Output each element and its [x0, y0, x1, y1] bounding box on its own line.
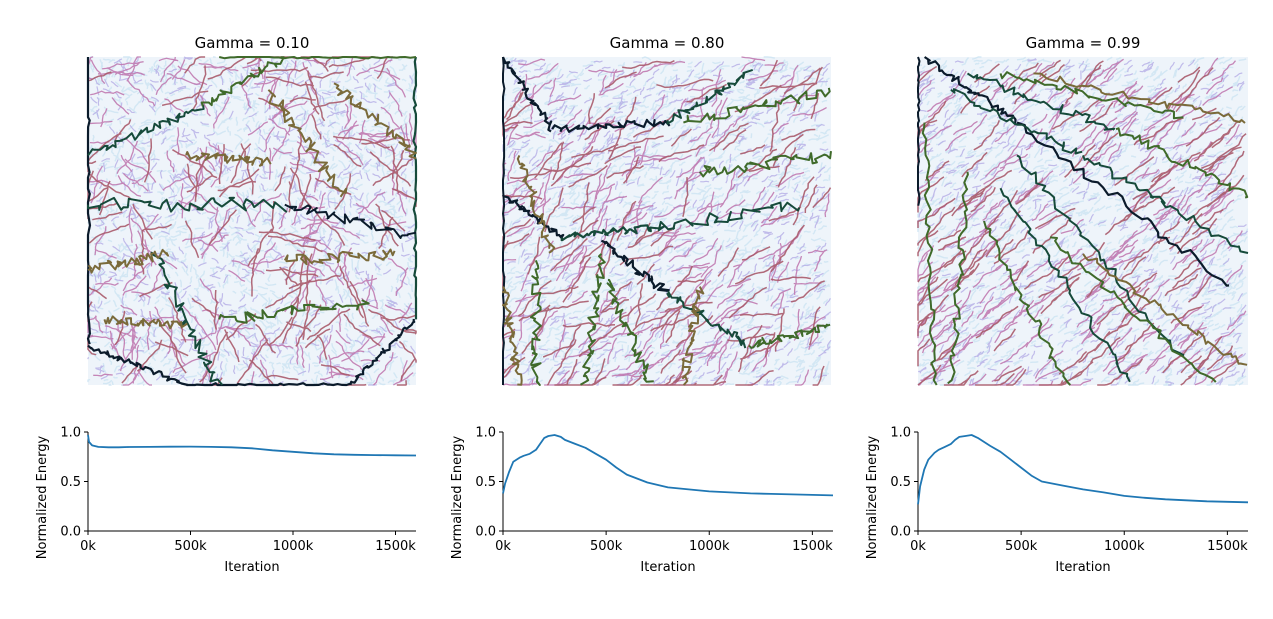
x-axis-label: Iteration — [1055, 560, 1110, 575]
main-river — [950, 88, 1083, 155]
main-river — [87, 196, 288, 213]
y-axis-label: Normalized Energy — [35, 436, 50, 560]
main-river — [1082, 253, 1248, 366]
main-river — [1082, 155, 1249, 254]
outlet-river — [502, 56, 506, 385]
x-tick-label: 1000k — [1104, 539, 1145, 554]
outlet-river — [917, 56, 921, 206]
main-river — [87, 248, 169, 274]
outlet-river — [412, 56, 418, 320]
main-river — [1033, 72, 1246, 124]
river-map-2: Gamma = 0.80 — [501, 34, 832, 386]
main-river — [966, 72, 1116, 131]
y-tick-label: 0.0 — [60, 525, 81, 540]
main-river — [681, 286, 705, 386]
fine-streams — [917, 56, 1249, 386]
main-river — [560, 224, 652, 242]
main-river — [999, 71, 1184, 120]
outlet-river — [87, 344, 189, 387]
x-tick-label: 1000k — [689, 539, 730, 554]
y-tick-label: 0.0 — [890, 525, 911, 540]
medium-streams — [917, 57, 1247, 386]
y-tick-label: 0.5 — [60, 475, 81, 490]
main-river — [1115, 127, 1249, 199]
energy-chart-1: 0.0 0.5 1.0 0k 500k 1000k 1500k Iteration Normal… — [35, 426, 416, 576]
y-tick-label: 0.0 — [475, 525, 496, 540]
x-tick-label: 500k — [1005, 539, 1038, 554]
x-tick-label: 500k — [174, 539, 207, 554]
main-river — [650, 201, 801, 232]
x-tick-label: 1500k — [375, 539, 416, 554]
x-tick-label: 1500k — [1207, 539, 1248, 554]
main-river — [218, 299, 370, 324]
main-river — [1049, 236, 1217, 383]
main-river — [698, 150, 832, 178]
main-river — [501, 56, 553, 133]
medium-streams — [87, 56, 417, 386]
main-river — [502, 286, 523, 386]
x-tick-label: 500k — [590, 539, 623, 554]
energy-series-line — [502, 434, 834, 497]
main-river — [600, 239, 670, 292]
main-river — [923, 56, 1017, 124]
main-river — [502, 194, 565, 239]
main-river — [606, 279, 654, 383]
outlet-river — [186, 382, 352, 387]
y-axis-label: Normalized Energy — [450, 436, 465, 560]
x-axis-label: Iteration — [224, 560, 279, 575]
x-tick-label: 0k — [80, 539, 96, 554]
main-river — [947, 171, 969, 385]
x-tick-label: 0k — [495, 539, 511, 554]
main-river — [333, 82, 417, 160]
main-river — [666, 291, 747, 349]
y-tick-label: 0.5 — [890, 475, 911, 490]
energy-chart-3: 0.0 0.5 1.0 0k 500k 1000k 1500k Iteration Normal… — [865, 426, 1248, 576]
y-tick-label: 1.0 — [890, 426, 911, 441]
main-river — [999, 187, 1131, 383]
y-tick-label: 0.5 — [475, 475, 496, 490]
outlet-river — [349, 318, 416, 386]
map-title-1: Gamma = 0.10 — [195, 34, 310, 52]
x-axis-label: Iteration — [640, 560, 695, 575]
river-map-1: Gamma = 0.10 — [86, 34, 418, 387]
river-maps: Gamma = 0.10 Gamma = 0.80 Gamma = 0.99 — [86, 34, 1249, 387]
main-river — [530, 260, 542, 386]
main-river — [983, 220, 1072, 386]
main-river — [267, 89, 348, 198]
outlet-river — [86, 57, 92, 345]
main-river — [551, 118, 671, 133]
main-river — [921, 122, 938, 386]
energy-chart-2: 0.0 0.5 1.0 0k 500k 1000k 1500k Iteration Normal… — [450, 426, 833, 576]
main-river — [103, 315, 188, 330]
x-tick-label: 0k — [910, 539, 926, 554]
y-tick-label: 1.0 — [475, 426, 496, 441]
main-river — [87, 104, 205, 156]
larger-streams — [502, 59, 832, 386]
main-river — [284, 203, 417, 239]
main-river — [666, 68, 754, 125]
main-river — [1016, 121, 1230, 287]
energy-charts: 0.0 0.5 1.0 0k 500k 1000k 1500k Iteration Normal… — [35, 426, 1248, 576]
y-axis-label: Normalized Energy — [865, 436, 880, 560]
main-river — [283, 248, 396, 266]
outlet-river — [218, 56, 417, 60]
main-river — [185, 151, 272, 167]
x-tick-label: 1000k — [273, 539, 314, 554]
energy-series-line — [917, 434, 1249, 505]
small-streams — [87, 56, 417, 386]
river-map-3: Gamma = 0.99 — [917, 34, 1249, 386]
map-title-3: Gamma = 0.99 — [1026, 34, 1141, 52]
main-river — [683, 87, 831, 124]
map-title-2: Gamma = 0.80 — [610, 34, 725, 52]
main-river — [748, 323, 831, 349]
main-river — [200, 56, 285, 107]
main-river — [516, 154, 556, 254]
y-tick-label: 1.0 — [60, 426, 81, 441]
x-tick-label: 1500k — [792, 539, 833, 554]
main-river — [579, 253, 606, 386]
